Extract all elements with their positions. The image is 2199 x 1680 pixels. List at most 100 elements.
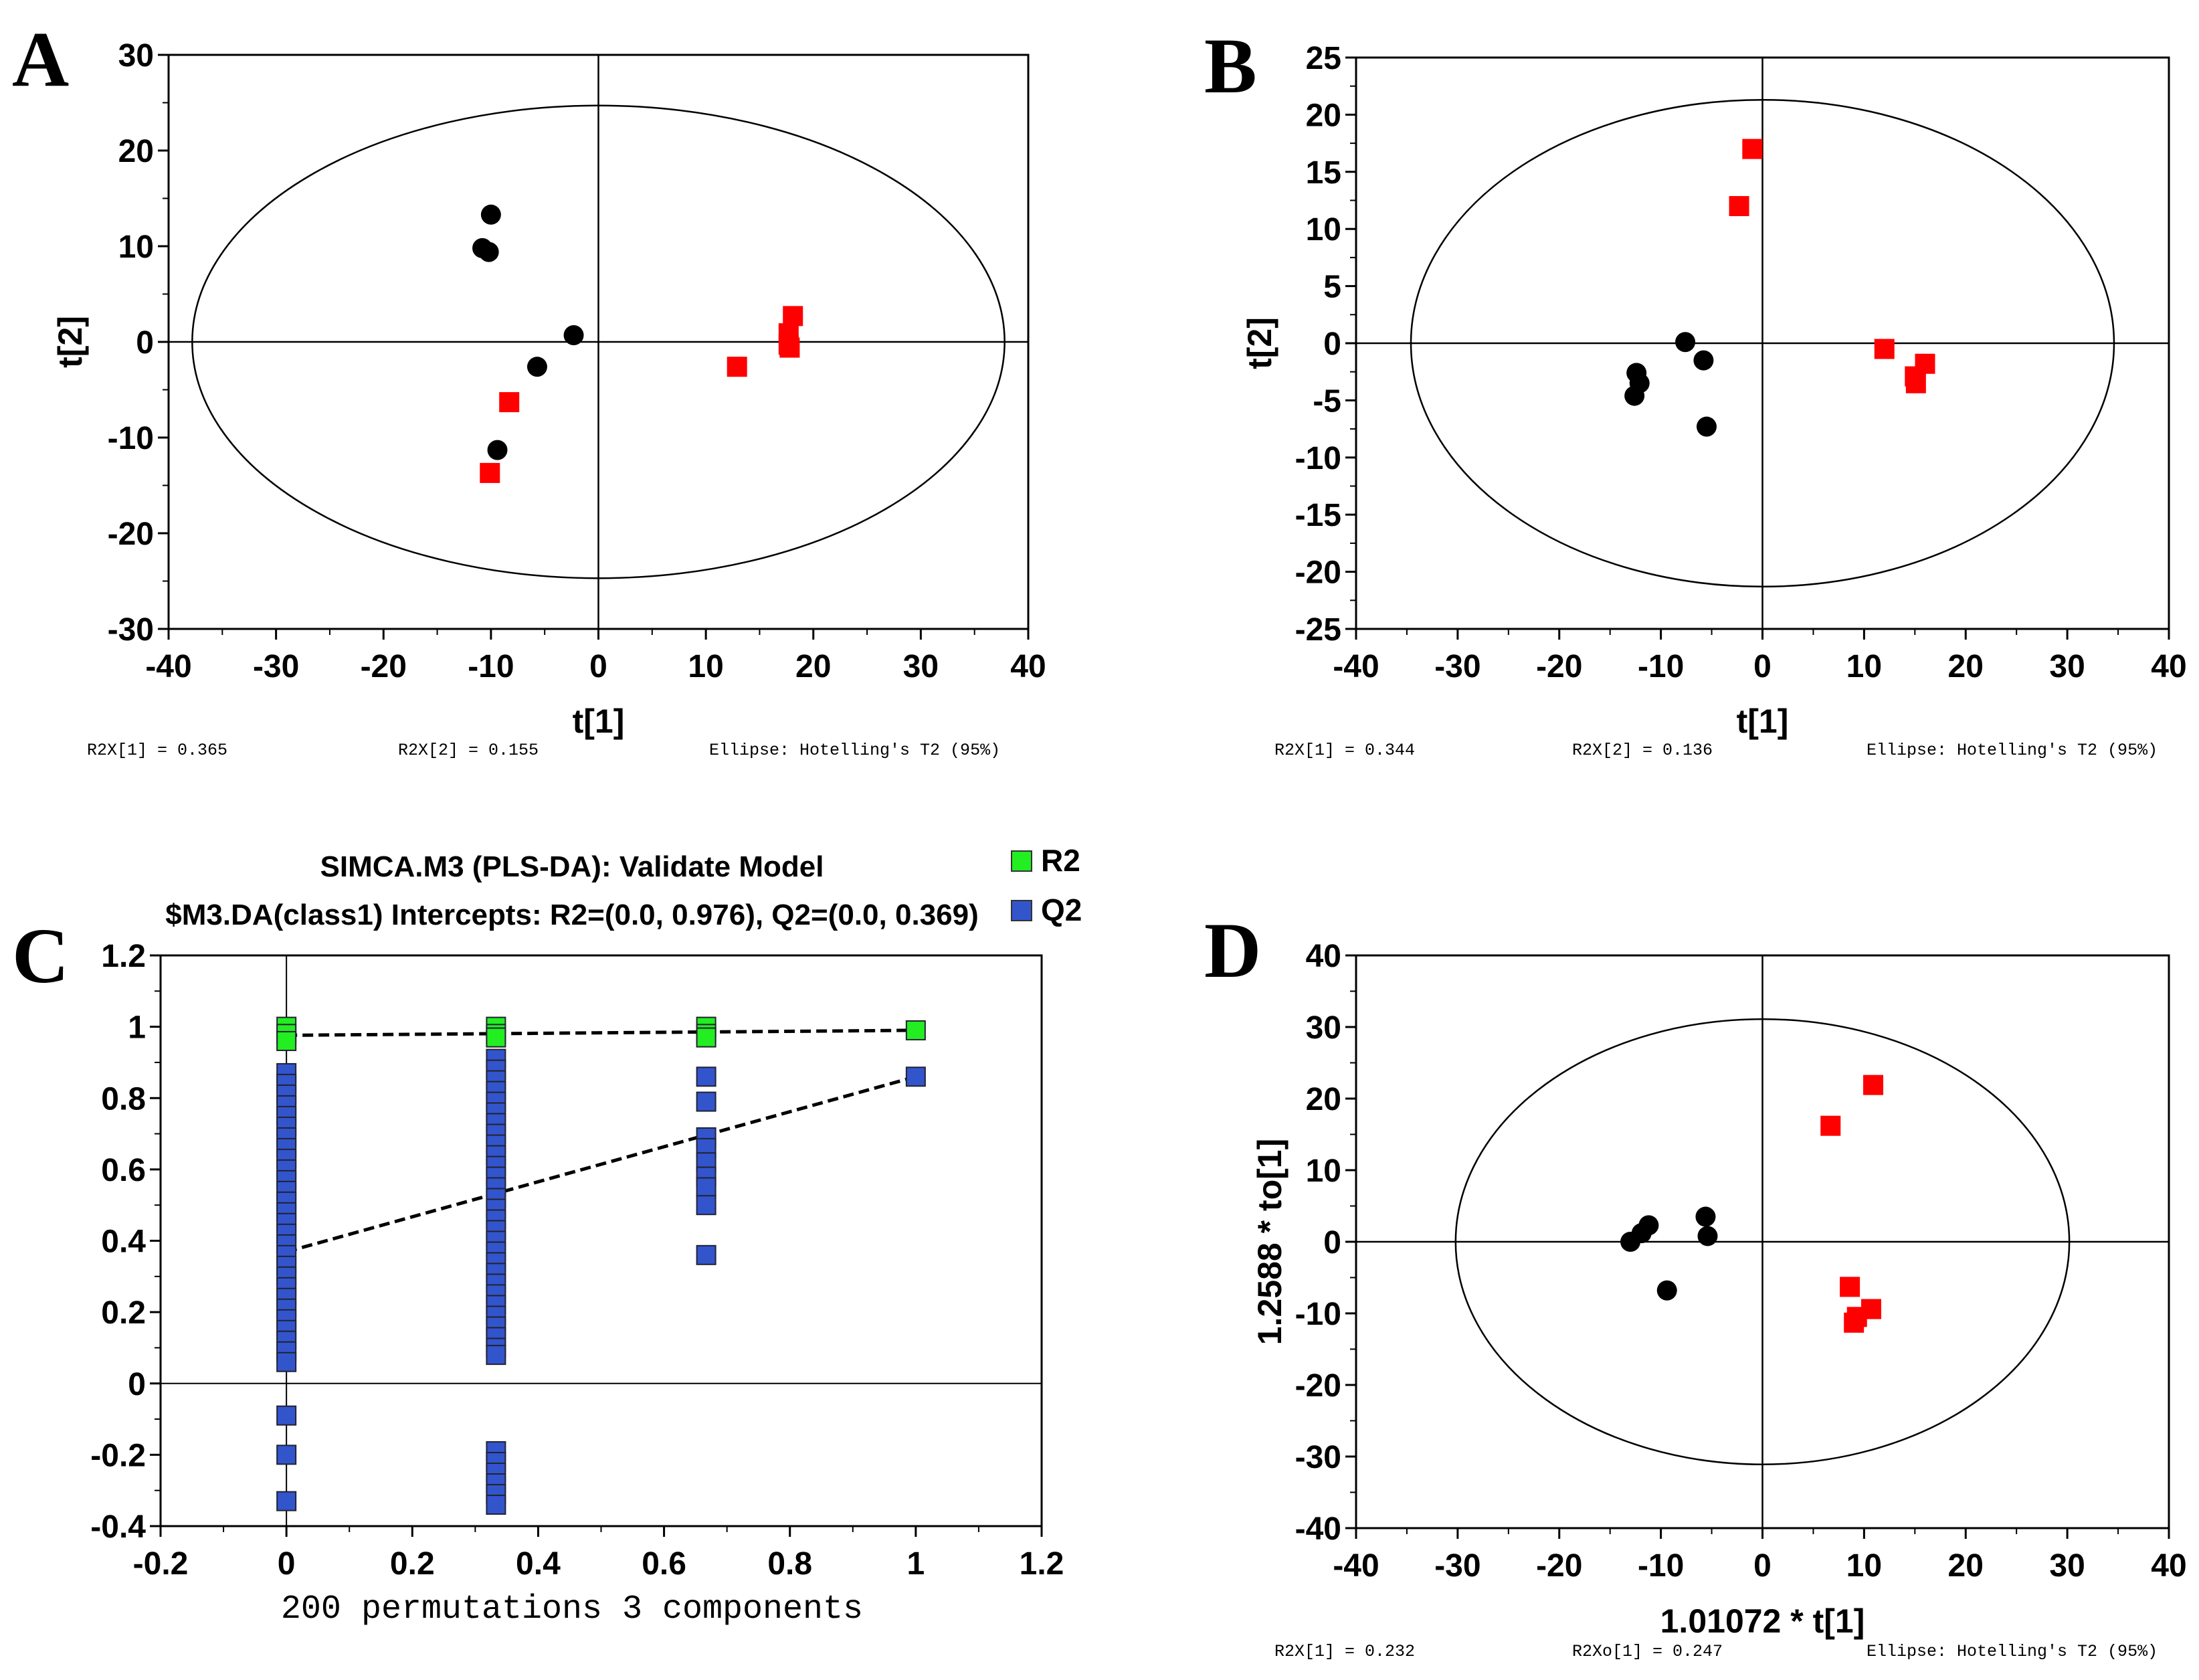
data-point-group1 — [1675, 332, 1696, 353]
data-point-group1 — [1656, 1280, 1677, 1301]
panel-label-a: A — [12, 15, 69, 103]
y-tick-label: 10 — [1306, 212, 1341, 248]
data-point-R2 — [276, 1030, 297, 1051]
data-point-R2 — [486, 1027, 506, 1048]
data-point-group2 — [1844, 1312, 1865, 1333]
x-tick-label: -30 — [1434, 649, 1480, 684]
y-tick-label: -10 — [108, 421, 154, 456]
data-point-group1 — [478, 242, 499, 262]
data-point-group2 — [727, 357, 747, 377]
data-point-group1 — [1638, 1215, 1659, 1236]
data-point-Q2 — [696, 1177, 716, 1198]
data-point-group1 — [527, 357, 547, 377]
y-tick-label: -10 — [1295, 441, 1341, 476]
y-tick-label: 10 — [118, 229, 154, 265]
data-point-group2 — [1742, 138, 1763, 159]
y-tick-label: -20 — [108, 517, 154, 552]
data-point-group1 — [480, 204, 501, 225]
data-point-group1 — [1697, 1226, 1718, 1246]
x-tick-label: -0.2 — [133, 1546, 189, 1582]
y-tick-label: 20 — [118, 134, 154, 169]
data-point-group2 — [1820, 1115, 1841, 1136]
y-tick-label: 0 — [1323, 1225, 1341, 1261]
legend-label-R2: R2 — [1041, 843, 1080, 878]
x-tick-label: -30 — [1434, 1548, 1480, 1584]
y-tick-label: 0 — [136, 325, 154, 361]
x-tick-label: -20 — [361, 649, 407, 684]
x-axis-label: 200 permutations 3 components — [281, 1590, 863, 1628]
data-point-group2 — [499, 392, 520, 413]
x-tick-label: -10 — [1638, 649, 1684, 684]
y-tick-label: 40 — [1306, 939, 1341, 974]
data-point-group2 — [1905, 373, 1926, 393]
x-tick-label: -10 — [468, 649, 514, 684]
x-tick-label: 30 — [2049, 649, 2085, 684]
x-tick-label: 0.2 — [390, 1546, 435, 1582]
footer-note: R2X[2] = 0.155 — [398, 741, 539, 760]
y-tick-label: 0 — [1323, 326, 1341, 362]
score-plot-b: -40 -30 -20 -10 0 10 20 30 40 -25 -20 -15 -10 -5 0 5 10 1… — [1241, 41, 2187, 760]
y-tick-label: -0.4 — [90, 1509, 146, 1545]
x-tick-label: -40 — [1333, 1548, 1379, 1584]
x-tick-label: -10 — [1638, 1548, 1684, 1584]
data-point-group2 — [783, 306, 803, 326]
y-tick-label: 1 — [128, 1010, 146, 1046]
y-tick-label: -0.2 — [90, 1438, 146, 1473]
data-point-Q2 — [276, 1491, 297, 1511]
data-point-Q2 — [486, 1495, 506, 1515]
y-tick-label: 0.4 — [101, 1224, 146, 1260]
data-point-Q2 — [276, 1351, 297, 1372]
y-tick-label: 30 — [118, 38, 154, 74]
x-tick-label: 20 — [1948, 1548, 1984, 1584]
y-tick-label: -15 — [1295, 498, 1341, 533]
data-point-group1 — [563, 324, 584, 345]
hotelling-ellipse — [1454, 1018, 2071, 1466]
data-point-group2 — [1863, 1075, 1884, 1095]
data-point-Q2 — [696, 1091, 716, 1112]
regression-line-R2 — [286, 1028, 916, 1037]
y-tick-label: 30 — [1306, 1010, 1341, 1046]
legend-swatch-Q2 — [1011, 900, 1032, 921]
footer-note: R2X[2] = 0.136 — [1572, 741, 1713, 760]
x-tick-label: -40 — [145, 649, 191, 684]
y-tick-label: -30 — [108, 612, 154, 648]
x-tick-label: -20 — [1536, 1548, 1582, 1584]
data-point-group2 — [1729, 196, 1749, 217]
panel-label-b: B — [1204, 22, 1257, 110]
x-tick-label: -40 — [1333, 649, 1379, 684]
score-plot-a: -40 -30 -20 -10 0 10 20 30 40-30-20-100102030t[1… — [52, 38, 1046, 760]
data-point-Q2 — [696, 1195, 716, 1216]
y-axis-label: t[2] — [52, 316, 89, 368]
footer-note: Ellipse: Hotelling's T2 (95%) — [1867, 741, 2158, 760]
y-tick-label: -25 — [1295, 612, 1341, 648]
data-point-group1 — [487, 440, 508, 460]
x-tick-label: -30 — [253, 649, 299, 684]
y-axis-label: t[2] — [1241, 317, 1278, 369]
y-tick-label: -20 — [1295, 1368, 1341, 1404]
chart-title: SIMCA.M3 (PLS-DA): Validate Model — [320, 850, 824, 883]
data-point-group2 — [1874, 339, 1895, 359]
x-axis-label: 1.01072 * t[1] — [1660, 1602, 1865, 1640]
data-point-group1 — [1693, 350, 1714, 371]
legend-swatch-R2 — [1011, 850, 1032, 872]
x-tick-label: 10 — [1846, 1548, 1882, 1584]
y-tick-label: 0.6 — [101, 1153, 146, 1188]
chart-subtitle: $M3.DA(class1) Intercepts: R2=(0.0, 0.97… — [165, 899, 978, 931]
data-point-Q2 — [276, 1444, 297, 1465]
data-point-Q2 — [905, 1066, 926, 1087]
x-axis-label: t[1] — [1737, 703, 1789, 740]
x-tick-label: 30 — [2049, 1548, 2085, 1584]
y-tick-label: 5 — [1323, 270, 1341, 305]
x-axis-label: t[1] — [573, 703, 625, 740]
x-tick-label: 0.6 — [642, 1546, 686, 1582]
x-tick-label: 10 — [1846, 649, 1882, 684]
data-point-Q2 — [486, 1345, 506, 1366]
x-tick-label: 0 — [1753, 1548, 1772, 1584]
x-tick-label: 40 — [1010, 649, 1046, 684]
y-tick-label: 1.2 — [101, 939, 146, 974]
hotelling-ellipse — [1410, 98, 2115, 588]
data-point-group1 — [1695, 1206, 1716, 1227]
panel-label-d: D — [1204, 907, 1261, 994]
regression-line-Q2 — [286, 1075, 917, 1254]
